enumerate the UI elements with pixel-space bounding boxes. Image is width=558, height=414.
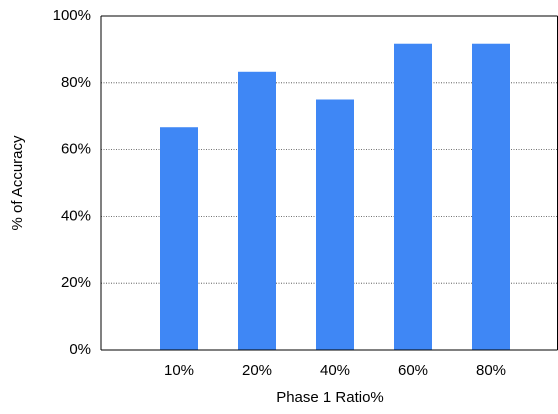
x-tick-label: 10%	[164, 362, 194, 379]
y-tick-label: 80%	[61, 74, 91, 91]
bar	[394, 43, 432, 351]
bar	[238, 71, 276, 350]
y-tick-label: 20%	[61, 274, 91, 291]
y-tick-label: 60%	[61, 141, 91, 158]
y-axis-label: % of Accuracy	[9, 135, 26, 231]
bar	[160, 127, 198, 350]
y-tick-label: 100%	[53, 7, 91, 24]
x-tick-label: 40%	[320, 362, 350, 379]
bar	[316, 99, 354, 350]
y-tick-label: 40%	[61, 207, 91, 224]
x-tick-label: 20%	[242, 362, 272, 379]
bar	[472, 43, 510, 351]
x-tick-label: 80%	[476, 362, 506, 379]
x-axis-label: Phase 1 Ratio%	[276, 389, 384, 406]
x-tick-label: 60%	[398, 362, 428, 379]
y-tick-label: 0%	[69, 341, 91, 358]
